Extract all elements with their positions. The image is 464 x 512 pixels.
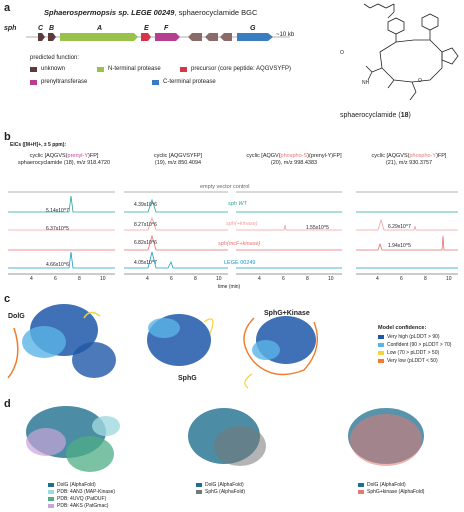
tick-c3-4: 4 bbox=[258, 276, 261, 282]
gene-F bbox=[155, 33, 180, 41]
legend-c-terminal: C-terminal protease bbox=[152, 79, 216, 85]
int-c2-r3: 6.82x10^6 bbox=[134, 240, 157, 246]
conf-very-high: Very high (pLDDT > 90) bbox=[378, 334, 440, 340]
tick-c4-4: 4 bbox=[376, 276, 379, 282]
trace-label-lege: LEGE 00249 bbox=[224, 260, 256, 266]
legend-title: predicted function: bbox=[30, 55, 80, 61]
d3-legend-dolg: DolG (AlphaFold) bbox=[358, 482, 406, 488]
gene-label-C: C bbox=[38, 25, 44, 32]
header-col3: cyclic [AQGV(phospho-S)(prenyl-Y)FP] (20… bbox=[246, 153, 342, 166]
d1-legend-dolg: DolG (AlphaFold) bbox=[48, 482, 96, 488]
gene-B bbox=[48, 33, 56, 41]
atom-O-1: O bbox=[340, 50, 344, 56]
gene-G bbox=[237, 33, 273, 41]
tick-c1-6: 6 bbox=[54, 276, 57, 282]
legend-prenyltransferase: prenyltransferase bbox=[30, 79, 87, 85]
int-c1-r4: 4.66x10^6 bbox=[46, 262, 69, 268]
gene-A bbox=[60, 33, 138, 41]
chemical-structure bbox=[363, 3, 459, 101]
d2-legend-sphg: SphG (AlphaFold) bbox=[196, 489, 245, 495]
int-c4-r3: 1.94x10^5 bbox=[388, 243, 411, 249]
int-c2-r2: 8.27x10^6 bbox=[134, 222, 157, 228]
trace-label-control: empty vector control bbox=[200, 184, 250, 190]
legend-unknown: unknown bbox=[30, 66, 65, 72]
gene-label-A: A bbox=[97, 25, 103, 32]
tick-c3-6: 6 bbox=[282, 276, 285, 282]
panel-a-letter: a bbox=[4, 2, 11, 14]
gene-label-sph: sph bbox=[4, 25, 17, 32]
tick-c4-6: 6 bbox=[400, 276, 403, 282]
header-col1: cyclic [AQGVS(prenyl-Y)FP] sphaerocyclam… bbox=[17, 153, 111, 166]
x-axis-label: time (min) bbox=[218, 284, 241, 290]
d1-legend-4aks: PDB: 4AKS (PatGmac) bbox=[48, 503, 108, 509]
gene-u2 bbox=[205, 33, 218, 41]
int-c3-r2: 1.55x10^5 bbox=[306, 225, 329, 231]
tick-c1-4: 4 bbox=[30, 276, 33, 282]
trace-label-kinase: sph(+kinase) bbox=[226, 221, 258, 227]
conf-very-low: Very low (pLDDT < 50) bbox=[378, 358, 438, 364]
header-col2: cyclic [AQGVSYFP] (19), m/z 850.4094 bbox=[153, 153, 203, 166]
legend-n-terminal: N-terminal protease bbox=[97, 66, 161, 72]
tick-c2-6: 6 bbox=[170, 276, 173, 282]
gene-label-G: G bbox=[250, 25, 256, 32]
legend-precursor: precursor (core peptide: AQGVSYFP) bbox=[180, 66, 291, 72]
header-col4: cyclic [AQGVS(phospho-Y)FP] (21), m/z 93… bbox=[371, 153, 447, 166]
tick-c2-8: 8 bbox=[194, 276, 197, 282]
tick-c1-8: 8 bbox=[78, 276, 81, 282]
tick-c4-8: 8 bbox=[424, 276, 427, 282]
gene-E bbox=[141, 33, 151, 41]
conf-confident: Confident (90 > pLDDT > 70) bbox=[378, 342, 451, 348]
tick-c2-4: 4 bbox=[146, 276, 149, 282]
int-c2-r4: 4.05x10^7 bbox=[134, 260, 157, 266]
gene-u1 bbox=[188, 33, 202, 41]
d1-legend-4an3: PDB: 4AN3 (MAP-Kinase) bbox=[48, 489, 115, 495]
gene-label-B: B bbox=[49, 25, 55, 32]
int-c1-r1: 5.14x10^7 bbox=[46, 208, 69, 214]
label-sphg-kinase: SphG+Kinase bbox=[264, 310, 310, 317]
atom-NH-1: NH bbox=[362, 80, 370, 86]
conf-low: Low (70 > pLDDT > 50) bbox=[378, 350, 439, 356]
int-c1-r2: 6.37x10^5 bbox=[46, 226, 69, 232]
chromatograms bbox=[8, 191, 458, 275]
scale-label: ~10 kb bbox=[276, 32, 295, 38]
d3-legend-sphg-kinase: SphG+kinase (AlphaFold) bbox=[358, 489, 424, 495]
label-sphg: SphG bbox=[178, 375, 197, 382]
tick-c1-10: 10 bbox=[100, 276, 106, 282]
tick-c3-10: 10 bbox=[328, 276, 334, 282]
gene-label-E: E bbox=[144, 25, 149, 32]
protein-structures-c bbox=[7, 304, 318, 389]
eic-title: EICs ([M+H]+, ± 5 ppm): bbox=[10, 142, 67, 148]
tick-c3-8: 8 bbox=[306, 276, 309, 282]
gene-label-F: F bbox=[164, 25, 169, 32]
panel-d-letter: d bbox=[4, 398, 11, 410]
panel-b-letter: b bbox=[4, 131, 11, 143]
trace-label-mcf: sph(mcF+kinase) bbox=[218, 241, 261, 247]
label-dolg: DolG bbox=[8, 313, 25, 320]
tick-c4-10: 10 bbox=[446, 276, 452, 282]
d2-legend-dolg: DolG (AlphaFold) bbox=[196, 482, 244, 488]
gene-cluster bbox=[26, 33, 290, 41]
trace-label-wt: sph WT bbox=[228, 201, 247, 207]
int-c4-r2: 6.29x10^7 bbox=[388, 224, 411, 230]
protein-overlays-d bbox=[26, 406, 424, 472]
gene-C bbox=[38, 33, 45, 41]
int-c2-r1: 4.39x10^6 bbox=[134, 202, 157, 208]
panel-a-title: Sphaerospermopsis sp. LEGE 00249, sphaer… bbox=[44, 8, 258, 17]
gene-u3 bbox=[220, 33, 232, 41]
atom-O-2: O bbox=[418, 78, 422, 84]
d1-legend-4uvq: PDB: 4UVQ (PatDUF) bbox=[48, 496, 106, 502]
panel-c-letter: c bbox=[4, 293, 11, 305]
tick-c2-10: 10 bbox=[216, 276, 222, 282]
compound-name: sphaerocyclamide (18) bbox=[340, 112, 411, 119]
confidence-title: Model confidence: bbox=[378, 325, 427, 331]
